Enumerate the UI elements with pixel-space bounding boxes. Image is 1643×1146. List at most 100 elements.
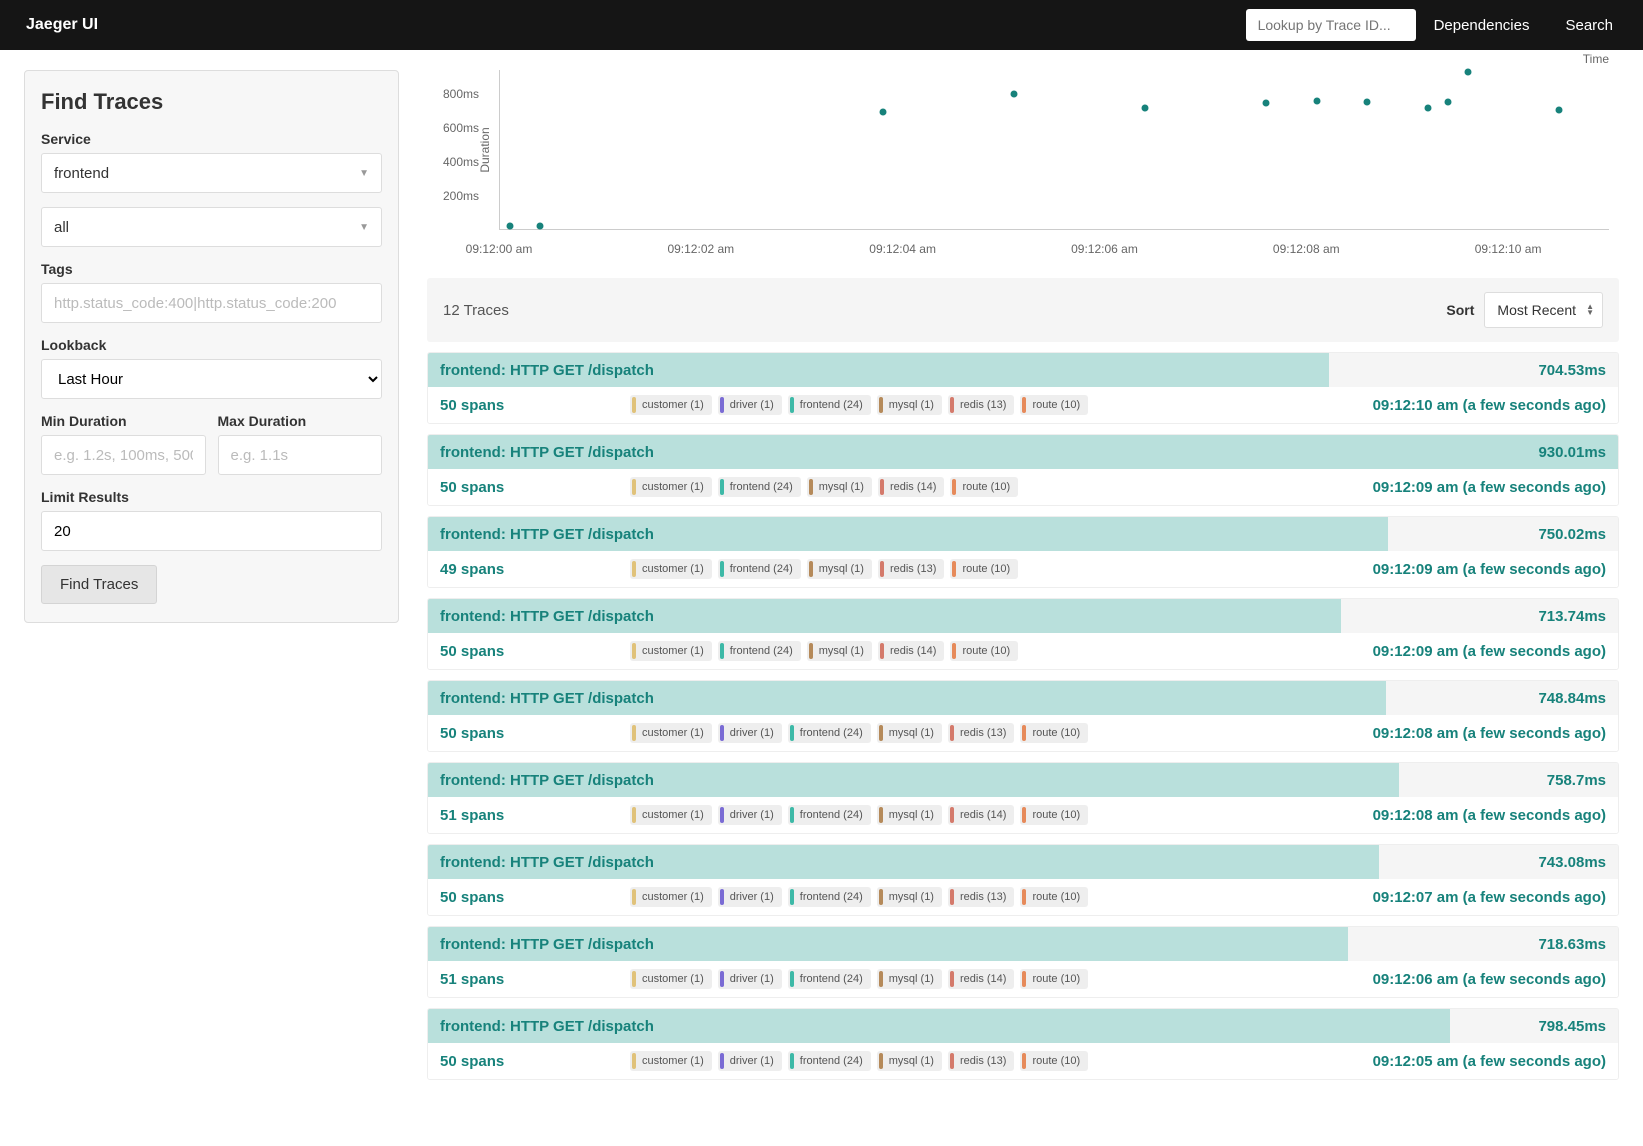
trace-card[interactable]: frontend: HTTP GET /dispatch930.01ms50 s… xyxy=(427,434,1619,506)
service-color-chip xyxy=(632,1053,636,1069)
service-tag[interactable]: route (10) xyxy=(1020,723,1088,743)
scatter-point[interactable] xyxy=(1263,100,1270,107)
sort-select[interactable]: Most Recent ▲▼ xyxy=(1484,292,1603,328)
service-color-chip xyxy=(879,397,883,413)
service-tag[interactable]: redis (13) xyxy=(948,395,1014,415)
service-tag[interactable]: mysql (1) xyxy=(877,723,942,743)
service-tag[interactable]: customer (1) xyxy=(630,395,712,415)
service-tag[interactable]: customer (1) xyxy=(630,723,712,743)
trace-card[interactable]: frontend: HTTP GET /dispatch718.63ms51 s… xyxy=(427,926,1619,998)
service-tag[interactable]: driver (1) xyxy=(718,723,782,743)
scatter-point[interactable] xyxy=(1424,105,1431,112)
trace-timestamp: 09:12:10 am (a few seconds ago) xyxy=(1373,397,1606,414)
service-color-chip xyxy=(879,1053,883,1069)
service-tag[interactable]: mysql (1) xyxy=(877,969,942,989)
scatter-point[interactable] xyxy=(1142,104,1149,111)
min-duration-label: Min Duration xyxy=(41,413,206,429)
scatter-point[interactable] xyxy=(1364,99,1371,106)
service-tag[interactable]: driver (1) xyxy=(718,395,782,415)
service-tag[interactable]: redis (14) xyxy=(948,805,1014,825)
tags-input[interactable] xyxy=(41,283,382,323)
service-tag[interactable]: customer (1) xyxy=(630,805,712,825)
service-tag[interactable]: redis (13) xyxy=(948,887,1014,907)
service-tag[interactable]: frontend (24) xyxy=(718,477,801,497)
service-tag[interactable]: frontend (24) xyxy=(788,969,871,989)
service-tag[interactable]: customer (1) xyxy=(630,559,712,579)
service-tag[interactable]: redis (14) xyxy=(878,477,944,497)
trace-card[interactable]: frontend: HTTP GET /dispatch743.08ms50 s… xyxy=(427,844,1619,916)
operation-select[interactable]: all ▼ xyxy=(41,207,382,247)
service-tag[interactable]: frontend (24) xyxy=(788,1051,871,1071)
service-tag[interactable]: customer (1) xyxy=(630,887,712,907)
service-tag[interactable]: route (10) xyxy=(950,559,1018,579)
service-tag[interactable]: mysql (1) xyxy=(807,641,872,661)
service-tag[interactable]: customer (1) xyxy=(630,969,712,989)
results-count: 12 Traces xyxy=(443,302,509,319)
service-tag[interactable]: mysql (1) xyxy=(877,395,942,415)
trace-card[interactable]: frontend: HTTP GET /dispatch798.45ms50 s… xyxy=(427,1008,1619,1080)
trace-title: frontend: HTTP GET /dispatch xyxy=(428,608,654,625)
scatter-point[interactable] xyxy=(507,222,514,229)
nav-search[interactable]: Search xyxy=(1547,17,1631,34)
service-color-chip xyxy=(790,889,794,905)
limit-label: Limit Results xyxy=(41,489,382,505)
service-tag[interactable]: driver (1) xyxy=(718,969,782,989)
service-tag[interactable]: customer (1) xyxy=(630,641,712,661)
min-duration-input[interactable] xyxy=(41,435,206,475)
service-tag[interactable]: mysql (1) xyxy=(877,887,942,907)
scatter-point[interactable] xyxy=(1555,106,1562,113)
service-tag[interactable]: route (10) xyxy=(1020,395,1088,415)
service-tag[interactable]: frontend (24) xyxy=(718,559,801,579)
service-tag[interactable]: customer (1) xyxy=(630,1051,712,1071)
brand[interactable]: Jaeger UI xyxy=(12,16,112,34)
find-traces-button[interactable]: Find Traces xyxy=(41,565,157,604)
service-tag[interactable]: frontend (24) xyxy=(788,805,871,825)
limit-input[interactable] xyxy=(41,511,382,551)
trace-id-lookup-input[interactable] xyxy=(1246,9,1416,41)
lookback-select[interactable]: Last Hour xyxy=(41,359,382,399)
service-tag[interactable]: mysql (1) xyxy=(807,477,872,497)
service-tag[interactable]: frontend (24) xyxy=(788,395,871,415)
max-duration-input[interactable] xyxy=(218,435,383,475)
service-tag[interactable]: route (10) xyxy=(950,641,1018,661)
trace-title: frontend: HTTP GET /dispatch xyxy=(428,936,654,953)
span-count: 50 spans xyxy=(440,725,630,742)
nav-dependencies[interactable]: Dependencies xyxy=(1416,17,1548,34)
scatter-point[interactable] xyxy=(537,222,544,229)
service-tag[interactable]: driver (1) xyxy=(718,1051,782,1071)
trace-card[interactable]: frontend: HTTP GET /dispatch713.74ms50 s… xyxy=(427,598,1619,670)
service-tag[interactable]: route (10) xyxy=(1020,887,1088,907)
service-tag[interactable]: route (10) xyxy=(950,477,1018,497)
service-tag[interactable]: route (10) xyxy=(1020,805,1088,825)
service-tag[interactable]: redis (14) xyxy=(948,969,1014,989)
service-tag[interactable]: route (10) xyxy=(1020,1051,1088,1071)
service-select[interactable]: frontend ▼ xyxy=(41,153,382,193)
service-tag[interactable]: driver (1) xyxy=(718,887,782,907)
trace-card[interactable]: frontend: HTTP GET /dispatch750.02ms49 s… xyxy=(427,516,1619,588)
scatter-point[interactable] xyxy=(880,109,887,116)
service-color-chip xyxy=(1022,889,1026,905)
trace-card[interactable]: frontend: HTTP GET /dispatch758.7ms51 sp… xyxy=(427,762,1619,834)
service-color-chip xyxy=(950,971,954,987)
trace-card[interactable]: frontend: HTTP GET /dispatch704.53ms50 s… xyxy=(427,352,1619,424)
service-tag[interactable]: mysql (1) xyxy=(807,559,872,579)
service-tag[interactable]: redis (13) xyxy=(878,559,944,579)
service-tag[interactable]: driver (1) xyxy=(718,805,782,825)
service-tag[interactable]: redis (13) xyxy=(948,1051,1014,1071)
service-tag[interactable]: frontend (24) xyxy=(788,723,871,743)
trace-card[interactable]: frontend: HTTP GET /dispatch748.84ms50 s… xyxy=(427,680,1619,752)
scatter-point[interactable] xyxy=(1313,97,1320,104)
scatter-point[interactable] xyxy=(1011,91,1018,98)
scatter-point[interactable] xyxy=(1464,68,1471,75)
service-tag[interactable]: mysql (1) xyxy=(877,1051,942,1071)
service-tag[interactable]: route (10) xyxy=(1020,969,1088,989)
trace-duration: 748.84ms xyxy=(1538,690,1618,707)
service-tag[interactable]: frontend (24) xyxy=(718,641,801,661)
service-tag[interactable]: mysql (1) xyxy=(877,805,942,825)
service-tag[interactable]: redis (13) xyxy=(948,723,1014,743)
scatter-point[interactable] xyxy=(1444,99,1451,106)
service-tag[interactable]: customer (1) xyxy=(630,477,712,497)
service-tag[interactable]: frontend (24) xyxy=(788,887,871,907)
service-tag[interactable]: redis (14) xyxy=(878,641,944,661)
service-color-chip xyxy=(632,807,636,823)
